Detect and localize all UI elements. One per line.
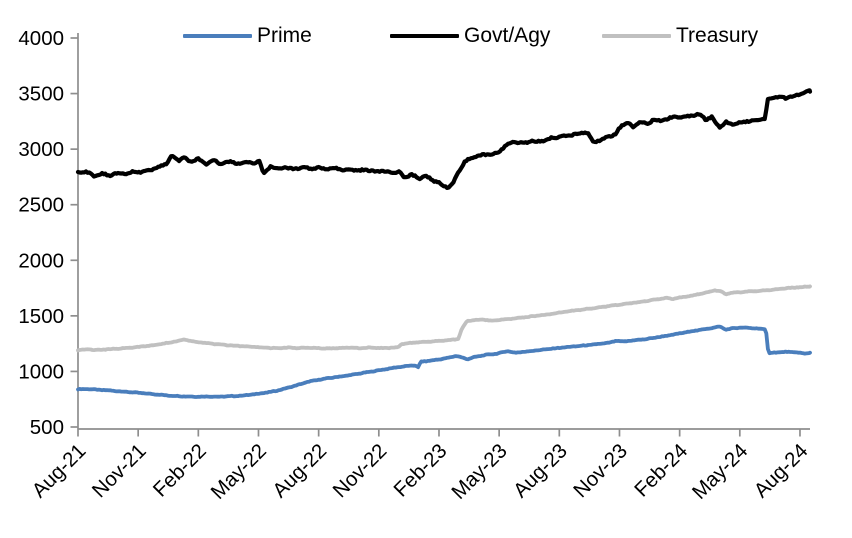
x-tick-label: Aug-23 xyxy=(509,439,572,502)
series-line-prime xyxy=(76,324,812,399)
legend-item-treasury: Treasury xyxy=(602,24,759,47)
x-tick-label: May-22 xyxy=(206,439,271,504)
legend-label-govt-agy: Govt/Agy xyxy=(464,24,551,47)
y-tick-label: 3500 xyxy=(18,83,64,106)
y-tick-label: 500 xyxy=(30,416,64,439)
y-tick-label: 4000 xyxy=(18,27,64,50)
series-line-govt-agy xyxy=(75,88,813,190)
govt-agy-line-swatch xyxy=(390,33,459,39)
x-tick-label: Nov-21 xyxy=(88,439,151,502)
x-tick-label: Aug-22 xyxy=(268,439,331,502)
y-tick-label: 1000 xyxy=(18,360,64,383)
y-tick-label: 2500 xyxy=(18,194,64,217)
y-tick-label: 3000 xyxy=(18,138,64,161)
legend-label-treasury: Treasury xyxy=(676,24,759,47)
x-tick-label: Nov-22 xyxy=(328,439,391,502)
y-tick-label: 2000 xyxy=(18,249,64,272)
x-tick-label: Feb-23 xyxy=(389,439,451,501)
x-tick-label: May-24 xyxy=(688,439,753,504)
legend-item-prime: Prime xyxy=(183,24,312,47)
treasury-line-swatch xyxy=(602,33,671,39)
x-tick-label: Feb-24 xyxy=(630,439,692,501)
x-tick-label: May-23 xyxy=(447,439,512,504)
prime-line-swatch xyxy=(183,33,252,39)
legend-label-prime: Prime xyxy=(257,24,312,47)
x-tick-label: Feb-22 xyxy=(149,439,211,501)
x-tick-label: Nov-23 xyxy=(569,439,632,502)
x-tick-label: Aug-24 xyxy=(749,439,812,502)
series-line-treasury xyxy=(76,284,812,353)
x-tick-label: Aug-21 xyxy=(28,439,91,502)
y-tick-label: 1500 xyxy=(18,305,64,328)
chart-legend: Prime Govt/Agy Treasury xyxy=(0,0,852,50)
legend-item-govt-agy: Govt/Agy xyxy=(390,24,551,47)
